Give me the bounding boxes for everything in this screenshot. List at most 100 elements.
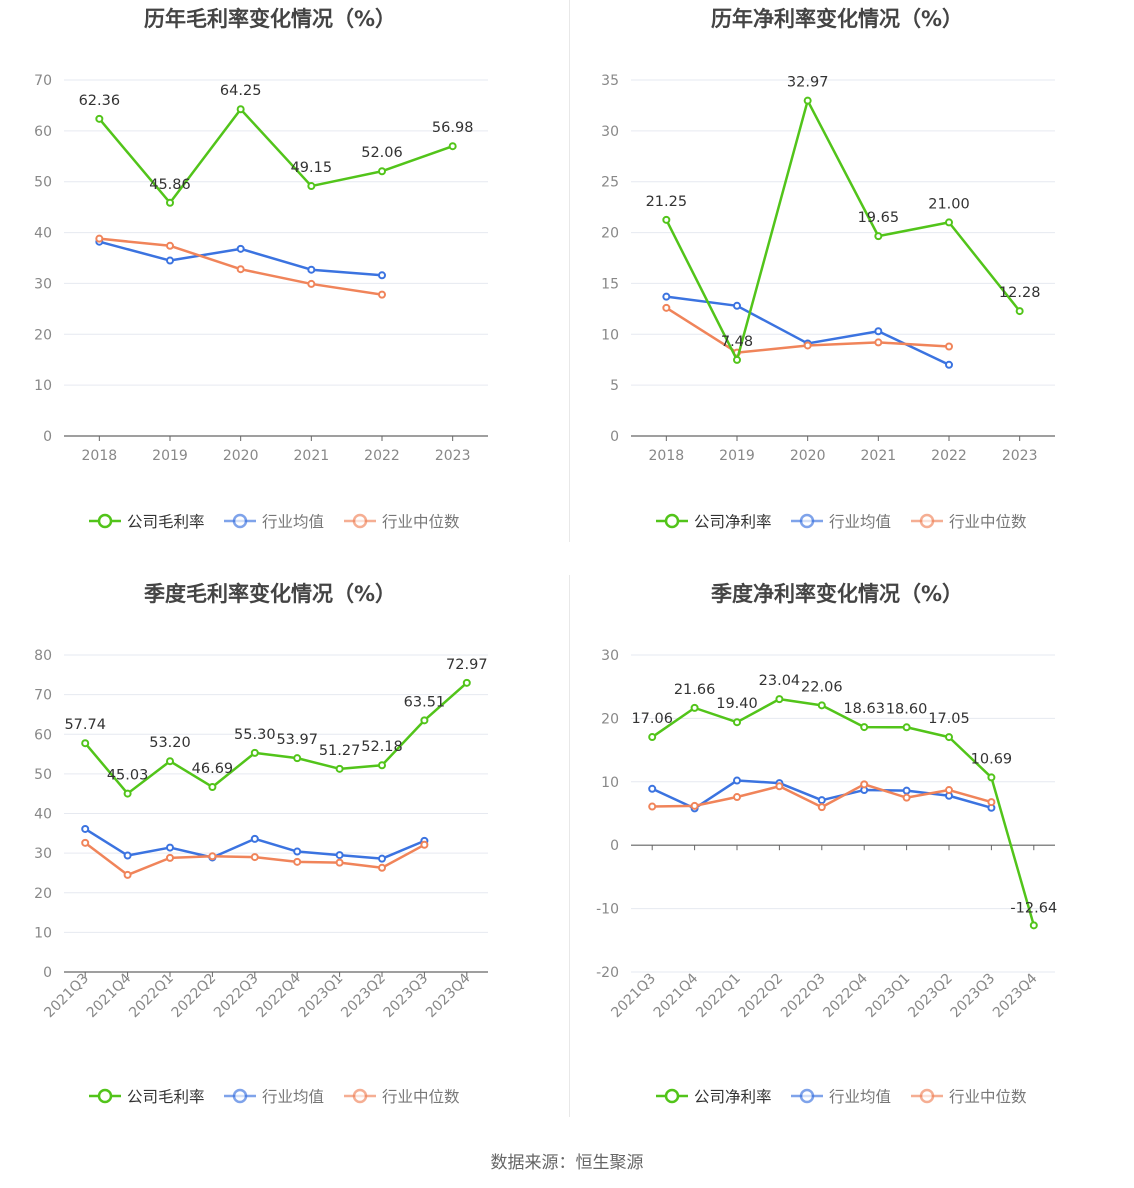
chart-title: 季度净利率变化情况（%） (711, 582, 963, 606)
x-tick-label: 2022 (364, 448, 400, 464)
y-tick-label: 30 (34, 846, 52, 862)
y-tick-label: -20 (596, 965, 619, 981)
y-tick-label: 10 (34, 378, 52, 394)
y-tick-label: 70 (34, 73, 52, 89)
x-tick-label: 2022Q4 (253, 970, 304, 1021)
x-tick-label: 2022Q4 (820, 970, 871, 1021)
legend-marker-company (97, 1088, 113, 1104)
legend-label-median: 行业中位数 (382, 1088, 460, 1106)
y-tick-label: 5 (610, 378, 619, 394)
data-point-avg (902, 786, 911, 795)
x-tick-label: 2023 (1002, 448, 1038, 464)
data-point-median (733, 793, 741, 802)
data-point-avg (378, 854, 386, 863)
data-point-avg (307, 265, 316, 274)
chart-svg: 季度净利率变化情况（%）-20-1001020302021Q32021Q4202… (596, 582, 1057, 1106)
data-label: 32.97 (787, 75, 829, 91)
y-tick-label: 35 (601, 73, 619, 89)
legend-label-company: 公司净利率 (694, 1088, 772, 1106)
data-point-median (166, 853, 174, 862)
data-point-median (335, 858, 344, 867)
data-point-avg (166, 843, 174, 852)
chart-panel-annual-gross-margin: 历年毛利率变化情况（%） 0 10 20 30 40 50 60 70 2018 2019 2020 2… (0, 0, 567, 575)
y-tick-label: 0 (610, 838, 619, 854)
data-point-median (166, 241, 174, 250)
data-point-avg (648, 784, 657, 793)
data-point-company (775, 695, 784, 704)
data-point-company (95, 114, 104, 123)
data-point-median (690, 801, 699, 810)
data-point-avg (293, 847, 302, 856)
x-tick-label: 2020 (223, 448, 259, 464)
data-point-company (803, 96, 812, 105)
legend-label-avg: 行业均值 (262, 513, 324, 531)
x-tick-label: 2023Q2 (905, 971, 956, 1022)
data-point-company (1029, 921, 1038, 930)
legend-marker-avg (232, 1088, 248, 1104)
data-point-avg (733, 776, 741, 785)
data-label: 52.06 (361, 145, 403, 161)
data-point-median (123, 870, 132, 879)
data-point-median (307, 279, 316, 288)
data-point-median (236, 265, 245, 274)
data-point-company (817, 701, 826, 710)
legend-marker-median (352, 513, 368, 529)
data-point-company (462, 678, 471, 687)
data-point-avg (335, 851, 344, 860)
data-label: 18.63 (843, 701, 885, 717)
data-label: 57.74 (64, 717, 106, 733)
series-line-company (98, 107, 454, 205)
x-tick-label: 2021Q4 (84, 970, 135, 1021)
chart-svg: 历年净利率变化情况（%） 0 5 10 15 20 25 30 35 2018 2019 2020 20… (601, 7, 1055, 531)
data-label: 64.25 (220, 83, 262, 99)
legend-label-company: 公司毛利率 (127, 513, 205, 531)
x-tick-label: 2023Q2 (338, 971, 389, 1022)
data-point-avg (250, 834, 259, 843)
y-tick-label: 0 (43, 965, 52, 981)
series-line-company (84, 681, 468, 795)
chart-title: 历年净利率变化情况（%） (711, 7, 963, 31)
data-point-median (250, 853, 259, 862)
chart-title: 历年毛利率变化情况（%） (144, 7, 396, 31)
x-tick-label: 2022Q1 (126, 971, 177, 1022)
data-label: 19.40 (716, 696, 758, 712)
y-tick-label: 0 (610, 429, 619, 445)
x-tick-label: 2023Q1 (863, 971, 914, 1022)
y-tick-label: 30 (601, 124, 619, 140)
x-tick-label: 2022Q1 (693, 971, 744, 1022)
data-point-avg (378, 271, 386, 280)
data-point-company (81, 739, 90, 748)
y-tick-label: 30 (34, 276, 52, 292)
data-point-median (208, 852, 217, 861)
x-tick-label: 2022 (931, 448, 967, 464)
data-label: 10.69 (971, 751, 1013, 767)
data-point-median (775, 782, 784, 791)
chart-panel-annual-net-margin: 历年净利率变化情况（%） 0 5 10 15 20 25 30 35 2018 2019 2020 20… (567, 0, 1134, 575)
data-point-company (945, 218, 953, 227)
data-point-median (420, 840, 429, 849)
data-point-company (378, 761, 386, 770)
x-tick-label: 2022Q2 (736, 971, 787, 1022)
data-point-company (448, 142, 457, 151)
data-point-company (648, 733, 657, 742)
data-point-company (987, 773, 996, 782)
legend-marker-company (664, 1088, 680, 1104)
series-line-company (651, 697, 1036, 926)
data-point-avg (166, 256, 174, 265)
y-tick-label: 40 (34, 807, 52, 823)
data-label: 49.15 (291, 160, 333, 176)
data-point-company (420, 716, 429, 725)
data-label: 21.66 (674, 682, 716, 698)
y-tick-label: 0 (43, 429, 52, 445)
data-label: 21.00 (928, 196, 970, 212)
data-point-company (733, 355, 741, 364)
y-tick-label: 20 (601, 226, 619, 242)
y-tick-label: 70 (34, 688, 52, 704)
data-point-median (803, 341, 812, 350)
y-tick-label: 80 (34, 648, 52, 664)
data-label: 45.86 (149, 177, 191, 193)
y-tick-label: 60 (34, 727, 52, 743)
data-point-median (860, 780, 869, 789)
y-tick-label: 60 (34, 124, 52, 140)
data-point-company (293, 754, 302, 763)
